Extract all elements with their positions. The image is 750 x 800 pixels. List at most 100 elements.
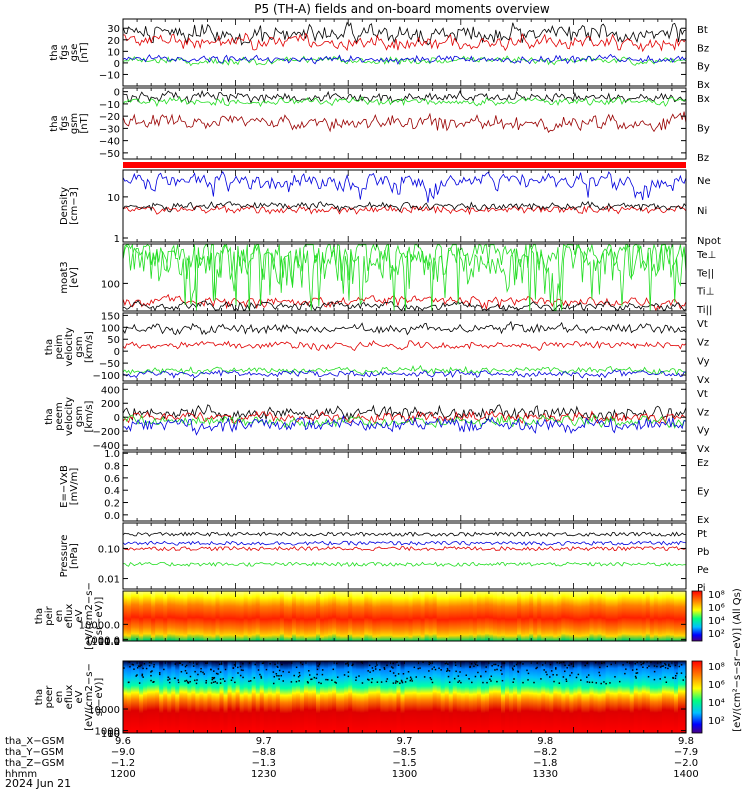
spectrogram-column — [344, 591, 349, 641]
spectrogram-speckle — [486, 681, 488, 684]
spectrogram-speckle — [438, 667, 440, 669]
spectrogram-speckle — [401, 680, 403, 683]
spectrogram-speckle — [193, 679, 196, 682]
spectrogram-speckle — [224, 668, 227, 671]
spectrogram-column — [657, 661, 663, 733]
spectrogram-speckle — [474, 675, 477, 678]
spectrogram-speckle — [395, 680, 397, 682]
spectrogram-speckle — [212, 681, 215, 683]
legend-entry: Ey — [697, 487, 709, 498]
spectrogram-column — [541, 661, 546, 733]
panel-density: 10 1 Density [cm−3] Ne Ni Npot — [59, 169, 721, 247]
spectrogram-speckle — [370, 681, 373, 684]
spectrogram-speckle — [367, 678, 369, 681]
spectrogram-column — [340, 591, 345, 641]
y-axis-label: peir — [44, 605, 55, 625]
legend-entry: Bz — [697, 43, 709, 54]
spectrogram-speckle — [308, 670, 310, 672]
spectrogram-speckle — [143, 663, 146, 665]
spectrogram-column — [211, 591, 217, 641]
spectrogram-speckle — [260, 675, 262, 678]
spectrogram-speckle — [656, 665, 658, 668]
spectrogram-column — [416, 661, 422, 733]
y-axis-label: [eV] — [69, 267, 80, 288]
y-tick-label: −40 — [99, 137, 120, 148]
spectrogram-speckle — [374, 668, 377, 670]
y-tick-label: −20 — [99, 112, 120, 123]
spectrogram-column — [303, 591, 309, 641]
spectrogram-speckle — [433, 666, 435, 668]
y-axis-label: en — [54, 691, 65, 704]
spectrogram-column — [287, 661, 293, 733]
spectrogram-speckle — [552, 673, 554, 676]
spectrogram-column — [364, 591, 369, 641]
spectrogram-speckle — [566, 667, 568, 669]
spectrogram-speckle — [184, 665, 187, 668]
spectrogram-column — [163, 591, 168, 641]
colorbar-tick-label: 10⁶ — [708, 680, 725, 691]
spectrogram-column — [517, 661, 522, 733]
y-axis-label: eV — [74, 609, 85, 622]
y-axis-label: Density — [59, 187, 70, 225]
series-fgs_gse-0 — [122, 21, 687, 46]
spectrogram-column — [609, 661, 615, 733]
spectrogram-speckle — [624, 672, 626, 675]
spectrogram-speckle — [431, 668, 434, 670]
spectrogram-speckle — [397, 664, 400, 667]
spectrogram-speckle — [419, 667, 421, 669]
spectrogram-speckle — [667, 667, 669, 670]
spectrogram-speckle — [517, 671, 520, 673]
spectrogram-speckle — [665, 681, 668, 684]
spectrogram-column — [557, 591, 562, 641]
spectrogram-speckle — [265, 668, 268, 671]
spectrogram-column — [271, 661, 277, 733]
y-axis-label: fgs — [59, 45, 70, 60]
spectrogram-column — [348, 591, 353, 641]
spectrogram-column — [127, 591, 132, 641]
spectrogram-speckle — [399, 682, 401, 685]
spectrogram-column — [312, 661, 317, 733]
spectrogram-speckle — [459, 671, 461, 673]
spectrogram-speckle — [205, 679, 208, 682]
spectrogram-column — [613, 591, 619, 641]
spectrogram-column — [637, 661, 643, 733]
spectrogram-column — [501, 661, 506, 733]
spectrogram-speckle — [231, 676, 234, 679]
spectrogram-speckle — [242, 662, 244, 665]
spectrogram-speckle — [571, 672, 573, 674]
colorbar-tick-label: 10⁸ — [708, 662, 725, 673]
spectrogram-column — [420, 591, 426, 641]
colorbar-tick-label: 10⁶ — [708, 603, 725, 614]
spectrogram-speckle — [288, 671, 290, 673]
spectrogram-speckle — [500, 669, 502, 672]
y-tick-label: 10000.0 — [79, 620, 120, 631]
spectrogram-column — [263, 661, 269, 733]
spectrogram-speckle — [493, 663, 495, 666]
spectrogram-column — [645, 661, 651, 733]
spectrogram-column — [175, 661, 180, 733]
spectrogram-speckle — [315, 677, 318, 679]
legend-entry: Ni — [697, 206, 707, 217]
spectrogram-speckle — [293, 674, 295, 677]
spectrogram-speckle — [374, 665, 377, 668]
x-axis-tick-value: −8.2 — [533, 747, 557, 758]
spectrogram-speckle — [278, 678, 280, 680]
spectrogram-column — [316, 591, 321, 641]
spectrogram-column — [456, 661, 462, 733]
x-axis-group: tha_X−GSMtha_Y−GSMtha_Z−GSMhhmm9.6−9.0−1… — [5, 736, 699, 780]
spectrogram-speckle — [123, 667, 125, 669]
spectrogram-column — [545, 591, 550, 641]
panel-frame — [122, 312, 687, 382]
spectrogram-column — [681, 661, 687, 733]
spectrogram-column — [143, 661, 148, 733]
spectrogram-column — [468, 661, 474, 733]
y-axis-label: sr−eV)] — [94, 678, 105, 717]
y-axis-label: tha — [34, 689, 45, 705]
spectrogram-speckle — [212, 677, 215, 680]
spectrogram-speckle — [185, 664, 188, 667]
spectrogram-column — [328, 661, 333, 733]
spectrogram-speckle — [672, 677, 674, 679]
legend-entry: Ex — [697, 515, 709, 526]
spectrogram-speckle — [428, 663, 430, 666]
spectrogram-speckle — [410, 678, 413, 680]
